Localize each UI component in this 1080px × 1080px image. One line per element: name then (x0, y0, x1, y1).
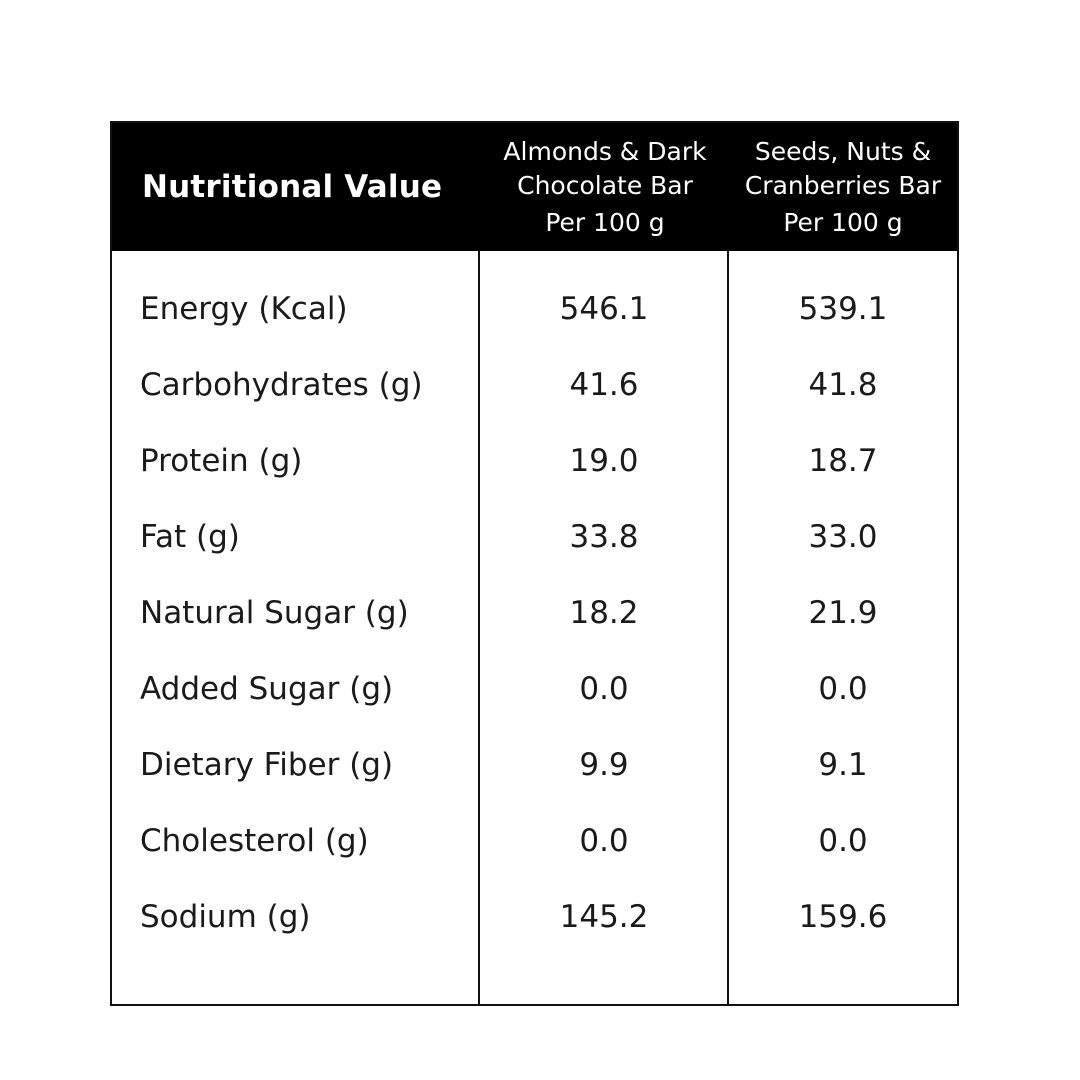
nutrition-table: Nutritional Value Almonds & Dark Chocola… (110, 121, 959, 1006)
value-almonds-bar: 9.9 (579, 747, 629, 783)
value-seeds-bar: 539.1 (798, 291, 888, 327)
column-header-line: Seeds, Nuts & (754, 137, 932, 166)
row-label: Protein (g) (140, 443, 303, 479)
row-label: Carbohydrates (g) (140, 367, 423, 403)
table-row: Sodium (g) 145.2 159.6 (112, 879, 957, 955)
column-header-unit: Per 100 g (545, 208, 665, 237)
value-seeds-bar: 18.7 (808, 443, 878, 479)
row-label: Fat (g) (140, 519, 240, 555)
row-label: Dietary Fiber (g) (140, 747, 394, 783)
table-header: Nutritional Value Almonds & Dark Chocola… (112, 123, 957, 251)
row-label: Energy (Kcal) (140, 291, 348, 327)
table-row: Natural Sugar (g) 18.2 21.9 (112, 575, 957, 651)
value-almonds-bar: 0.0 (579, 823, 629, 859)
column-header-line: Almonds & Dark (503, 137, 707, 166)
value-seeds-bar: 159.6 (798, 899, 888, 935)
value-seeds-bar: 33.0 (808, 519, 878, 555)
value-almonds-bar: 145.2 (559, 899, 649, 935)
header-title: Nutritional Value (142, 169, 443, 205)
column-header-seeds-nuts-cranberries: Seeds, Nuts & Cranberries Bar Per 100 g (728, 135, 958, 240)
table-row: Dietary Fiber (g) 9.9 9.1 (112, 727, 957, 803)
value-almonds-bar: 546.1 (559, 291, 649, 327)
column-divider (478, 251, 480, 1006)
row-label: Added Sugar (g) (140, 671, 394, 707)
value-seeds-bar: 0.0 (818, 671, 868, 707)
row-label: Sodium (g) (140, 899, 311, 935)
value-seeds-bar: 41.8 (808, 367, 878, 403)
table-row: Cholesterol (g) 0.0 0.0 (112, 803, 957, 879)
table-row: Added Sugar (g) 0.0 0.0 (112, 651, 957, 727)
column-header-almonds-dark-chocolate: Almonds & Dark Chocolate Bar Per 100 g (480, 135, 730, 240)
value-almonds-bar: 18.2 (569, 595, 639, 631)
value-seeds-bar: 0.0 (818, 823, 868, 859)
value-seeds-bar: 21.9 (808, 595, 878, 631)
value-almonds-bar: 19.0 (569, 443, 639, 479)
value-almonds-bar: 33.8 (569, 519, 639, 555)
table-row: Carbohydrates (g) 41.6 41.8 (112, 347, 957, 423)
column-header-line: Cranberries Bar (744, 171, 942, 200)
column-header-unit: Per 100 g (783, 208, 903, 237)
value-seeds-bar: 9.1 (818, 747, 868, 783)
value-almonds-bar: 0.0 (579, 671, 629, 707)
table-row: Fat (g) 33.8 33.0 (112, 499, 957, 575)
column-header-line: Chocolate Bar (517, 171, 693, 200)
table-row: Protein (g) 19.0 18.7 (112, 423, 957, 499)
row-label: Natural Sugar (g) (140, 595, 409, 631)
table-row: Energy (Kcal) 546.1 539.1 (112, 271, 957, 347)
column-divider (727, 251, 729, 1006)
value-almonds-bar: 41.6 (569, 367, 639, 403)
row-label: Cholesterol (g) (140, 823, 369, 859)
